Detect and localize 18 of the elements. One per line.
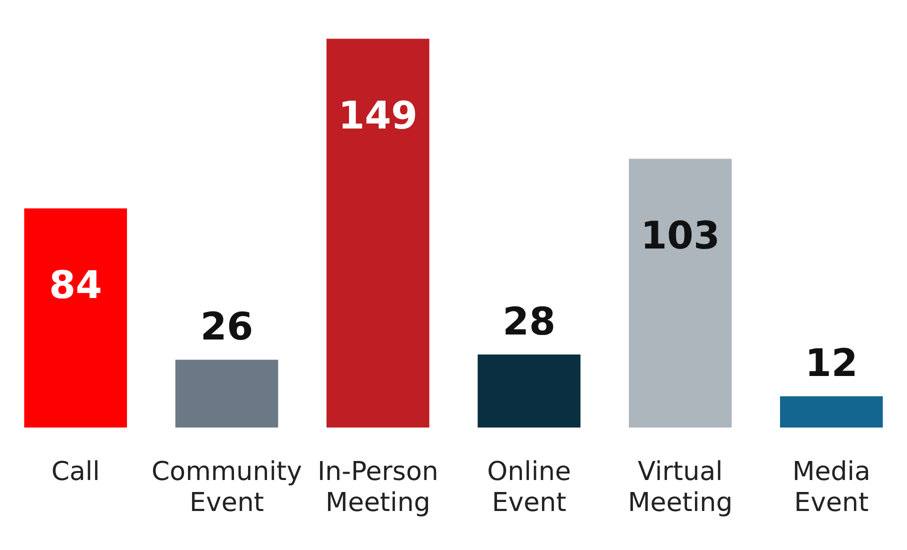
bar [326, 38, 430, 428]
x-tick-label: In-Person Meeting [317, 456, 438, 518]
x-tick-label: Virtual Meeting [628, 456, 733, 518]
bar [628, 158, 732, 428]
data-label: 12 [804, 341, 858, 386]
data-label: 103 [640, 214, 720, 258]
bar [24, 208, 127, 428]
bar [478, 354, 580, 428]
data-label: 26 [200, 304, 254, 349]
x-tick-label: Community Event [152, 456, 302, 518]
x-tick-label: Call [51, 456, 100, 487]
bar [175, 360, 278, 428]
data-label: 28 [502, 299, 556, 344]
x-tick-label: Media Event [792, 456, 870, 518]
data-label: 149 [338, 94, 418, 138]
bar [780, 396, 883, 428]
x-tick-label: Online Event [487, 456, 572, 518]
data-label: 84 [49, 263, 102, 308]
